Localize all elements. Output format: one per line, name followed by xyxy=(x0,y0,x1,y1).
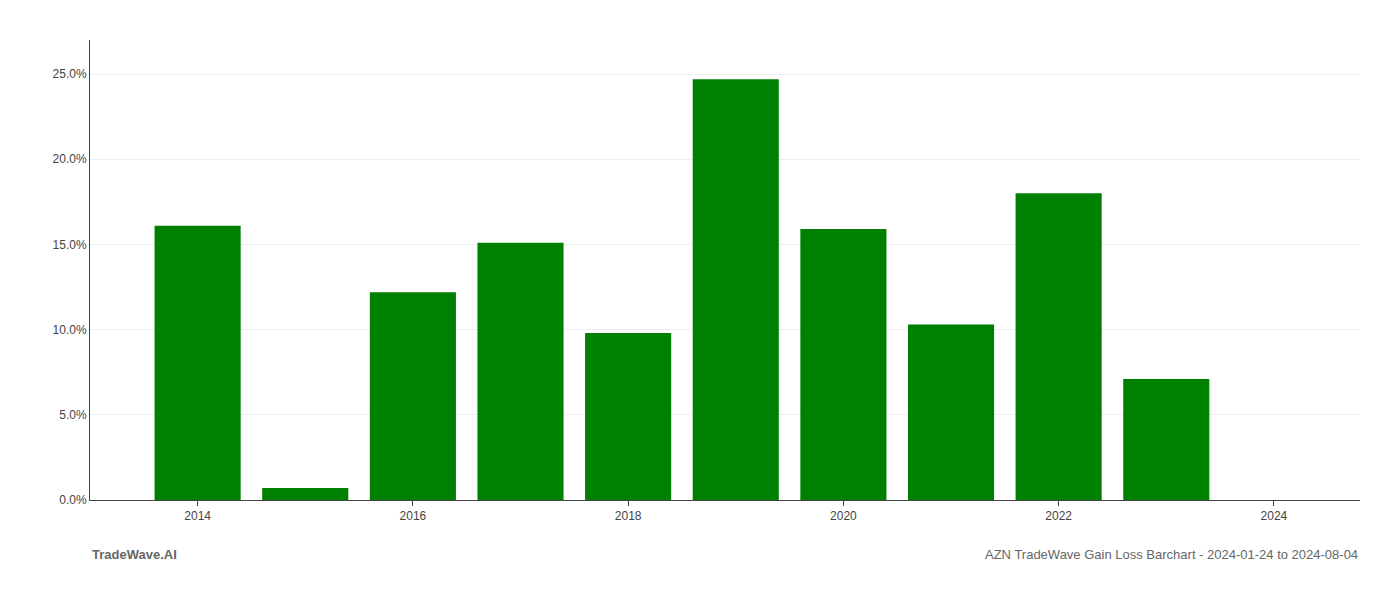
svg-text:20.0%: 20.0% xyxy=(53,152,87,166)
svg-text:2014: 2014 xyxy=(184,509,211,523)
svg-text:2020: 2020 xyxy=(830,509,857,523)
svg-text:AZN TradeWave Gain Loss Barcha: AZN TradeWave Gain Loss Barchart - 2024-… xyxy=(985,547,1358,562)
svg-text:2022: 2022 xyxy=(1045,509,1072,523)
svg-text:10.0%: 10.0% xyxy=(53,323,87,337)
svg-text:25.0%: 25.0% xyxy=(53,67,87,81)
svg-text:5.0%: 5.0% xyxy=(59,408,87,422)
svg-text:2018: 2018 xyxy=(615,509,642,523)
svg-text:TradeWave.AI: TradeWave.AI xyxy=(92,547,177,562)
svg-text:0.0%: 0.0% xyxy=(59,493,87,507)
svg-text:2016: 2016 xyxy=(400,509,427,523)
svg-text:15.0%: 15.0% xyxy=(53,238,87,252)
svg-text:2024: 2024 xyxy=(1261,509,1288,523)
